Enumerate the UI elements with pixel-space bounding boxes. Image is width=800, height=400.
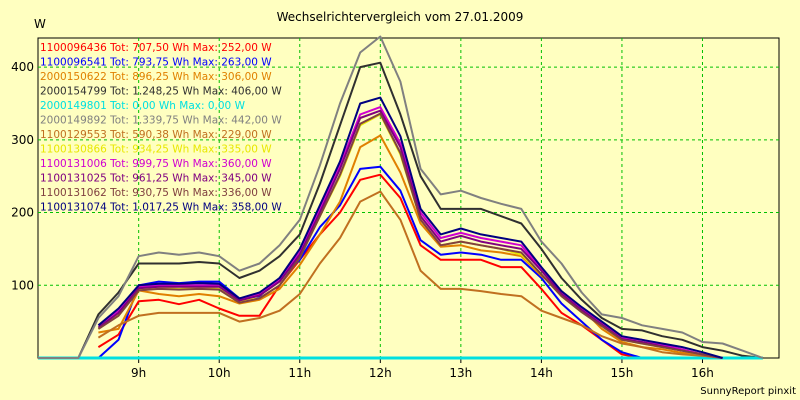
legend-entry: 2000154799 Tot: 1.248,25 Wh Max: 406,00 …	[40, 86, 282, 98]
y-tick-label: 100	[11, 278, 34, 292]
series-line-1100131062	[97, 112, 723, 359]
y-tick-label: 300	[11, 133, 34, 147]
x-tick-label: 11h	[288, 366, 311, 380]
series-line-1100096436	[97, 173, 643, 359]
legend-entry: 2000149892 Tot: 1.339,75 Wh Max: 442,00 …	[40, 115, 282, 127]
series-line-1100129553	[97, 190, 723, 359]
legend-entry: 1100131006 Tot: 999,75 Wh Max: 360,00 W	[40, 158, 272, 170]
series-line-1100131074	[97, 96, 723, 359]
y-tick-label: 400	[11, 60, 34, 74]
y-tick-label: 200	[11, 206, 34, 220]
legend-entry: 1100096541 Tot: 793,75 Wh Max: 263,00 W	[40, 57, 272, 69]
legend-entry: 1100131074 Tot: 1.017,25 Wh Max: 358,00 …	[40, 202, 282, 214]
legend-entry: 1100131025 Tot: 961,25 Wh Max: 345,00 W	[40, 173, 272, 185]
footer-credit: SunnyReport pinxit	[700, 386, 796, 397]
series-line-2000150622	[98, 134, 763, 359]
chart-title: Wechselrichtervergleich vom 27.01.2009	[276, 10, 524, 24]
x-tick-label: 10h	[208, 366, 231, 380]
legend-entry: 1100129553 Tot: 590,38 Wh Max: 229,00 W	[40, 129, 272, 141]
legend-entry: 2000150622 Tot: 896,25 Wh Max: 306,00 W	[40, 71, 272, 83]
series-line-2000154799	[38, 61, 764, 359]
legend-entry: 1100130866 Tot: 934,25 Wh Max: 335,00 W	[40, 144, 272, 156]
x-tick-label: 9h	[131, 366, 146, 380]
legend-entry: 1100096436 Tot: 707,50 Wh Max: 252,00 W	[40, 42, 272, 54]
series-line-1100131006	[97, 106, 723, 359]
x-tick-label: 13h	[449, 366, 472, 380]
series-line-1100096541	[97, 165, 643, 359]
legend-entry: 2000149801 Tot: 0,00 Wh Max: 0,00 W	[40, 100, 246, 112]
legend-entry: 1100131062 Tot: 930,75 Wh Max: 336,00 W	[40, 187, 272, 199]
y-axis-label: W	[34, 17, 46, 31]
x-tick-label: 15h	[611, 366, 634, 380]
x-tick-label: 16h	[691, 366, 714, 380]
x-tick-label: 12h	[369, 366, 392, 380]
series-line-2000149892	[38, 35, 764, 359]
x-tick-label: 14h	[530, 366, 553, 380]
